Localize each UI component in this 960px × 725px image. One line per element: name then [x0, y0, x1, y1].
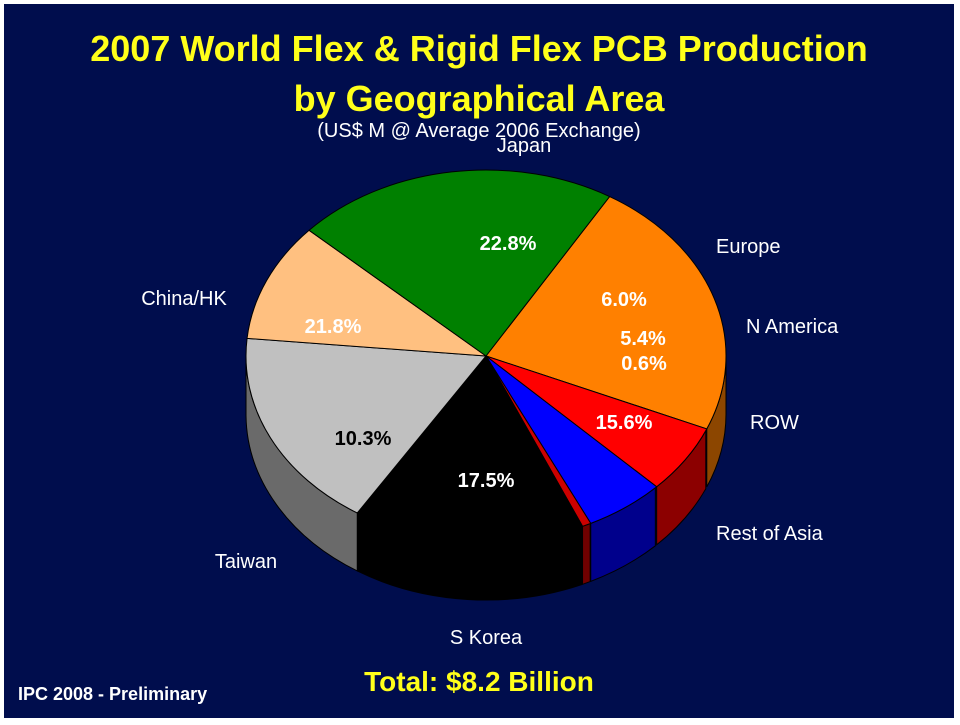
- pie-slice-s-korea: [245, 337, 487, 514]
- pie-labels: 22.8% Japan 6.0% Europe 5.4% N America 0.6% ROW…: [141, 135, 839, 649]
- value-label-japan: 22.8%: [480, 233, 537, 255]
- category-label-taiwan: Taiwan: [215, 551, 277, 573]
- chart-subtitle: (US$ M @ Average 2006 Exchange): [317, 120, 641, 142]
- chart-title-line-2: by Geographical Area: [293, 78, 665, 119]
- source-note: IPC 2008 - Preliminary: [18, 684, 208, 704]
- pie-slice-japan: [485, 195, 727, 430]
- value-label-taiwan: 10.3%: [335, 428, 392, 450]
- category-label-japan: Japan: [497, 135, 552, 157]
- value-label-n-america: 5.4%: [620, 328, 666, 350]
- total-label: Total: $8.2 Billion: [364, 666, 594, 697]
- pie-slice-taiwan: [246, 229, 488, 357]
- value-label-row: 0.6%: [621, 353, 667, 375]
- category-label-china-hk: China/HK: [141, 288, 227, 310]
- category-label-europe: Europe: [716, 236, 781, 258]
- pie-slice-rest-of-asia: [356, 355, 584, 543]
- value-label-europe: 6.0%: [601, 289, 647, 311]
- category-label-s-korea: S Korea: [450, 627, 523, 649]
- category-label-row: ROW: [750, 412, 799, 434]
- value-label-s-korea: 17.5%: [458, 470, 515, 492]
- category-label-rest-of-asia: Rest of Asia: [716, 523, 824, 545]
- value-label-china-hk: 21.8%: [305, 316, 362, 338]
- category-label-n-america: N America: [746, 316, 839, 338]
- pie-slice-china-hk: [308, 169, 611, 357]
- value-label-rest-of-asia: 15.6%: [596, 412, 653, 434]
- chart-title-line-1: 2007 World Flex & Rigid Flex PCB Product…: [90, 28, 868, 69]
- pie-slices: [245, 169, 727, 543]
- pie-side-row: [582, 522, 591, 585]
